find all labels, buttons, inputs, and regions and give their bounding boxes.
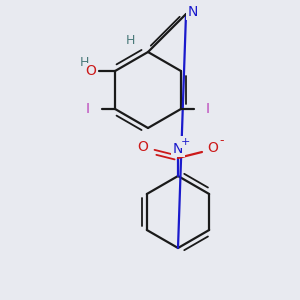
Text: I: I (206, 102, 210, 116)
Text: -: - (220, 134, 224, 148)
Text: I: I (86, 102, 90, 116)
Text: H: H (80, 56, 89, 70)
Text: H: H (125, 34, 135, 46)
Text: O: O (86, 64, 97, 78)
Text: O: O (208, 141, 218, 155)
Text: N: N (173, 142, 183, 156)
Text: N: N (188, 5, 198, 19)
Text: O: O (138, 140, 148, 154)
Text: +: + (180, 137, 190, 147)
